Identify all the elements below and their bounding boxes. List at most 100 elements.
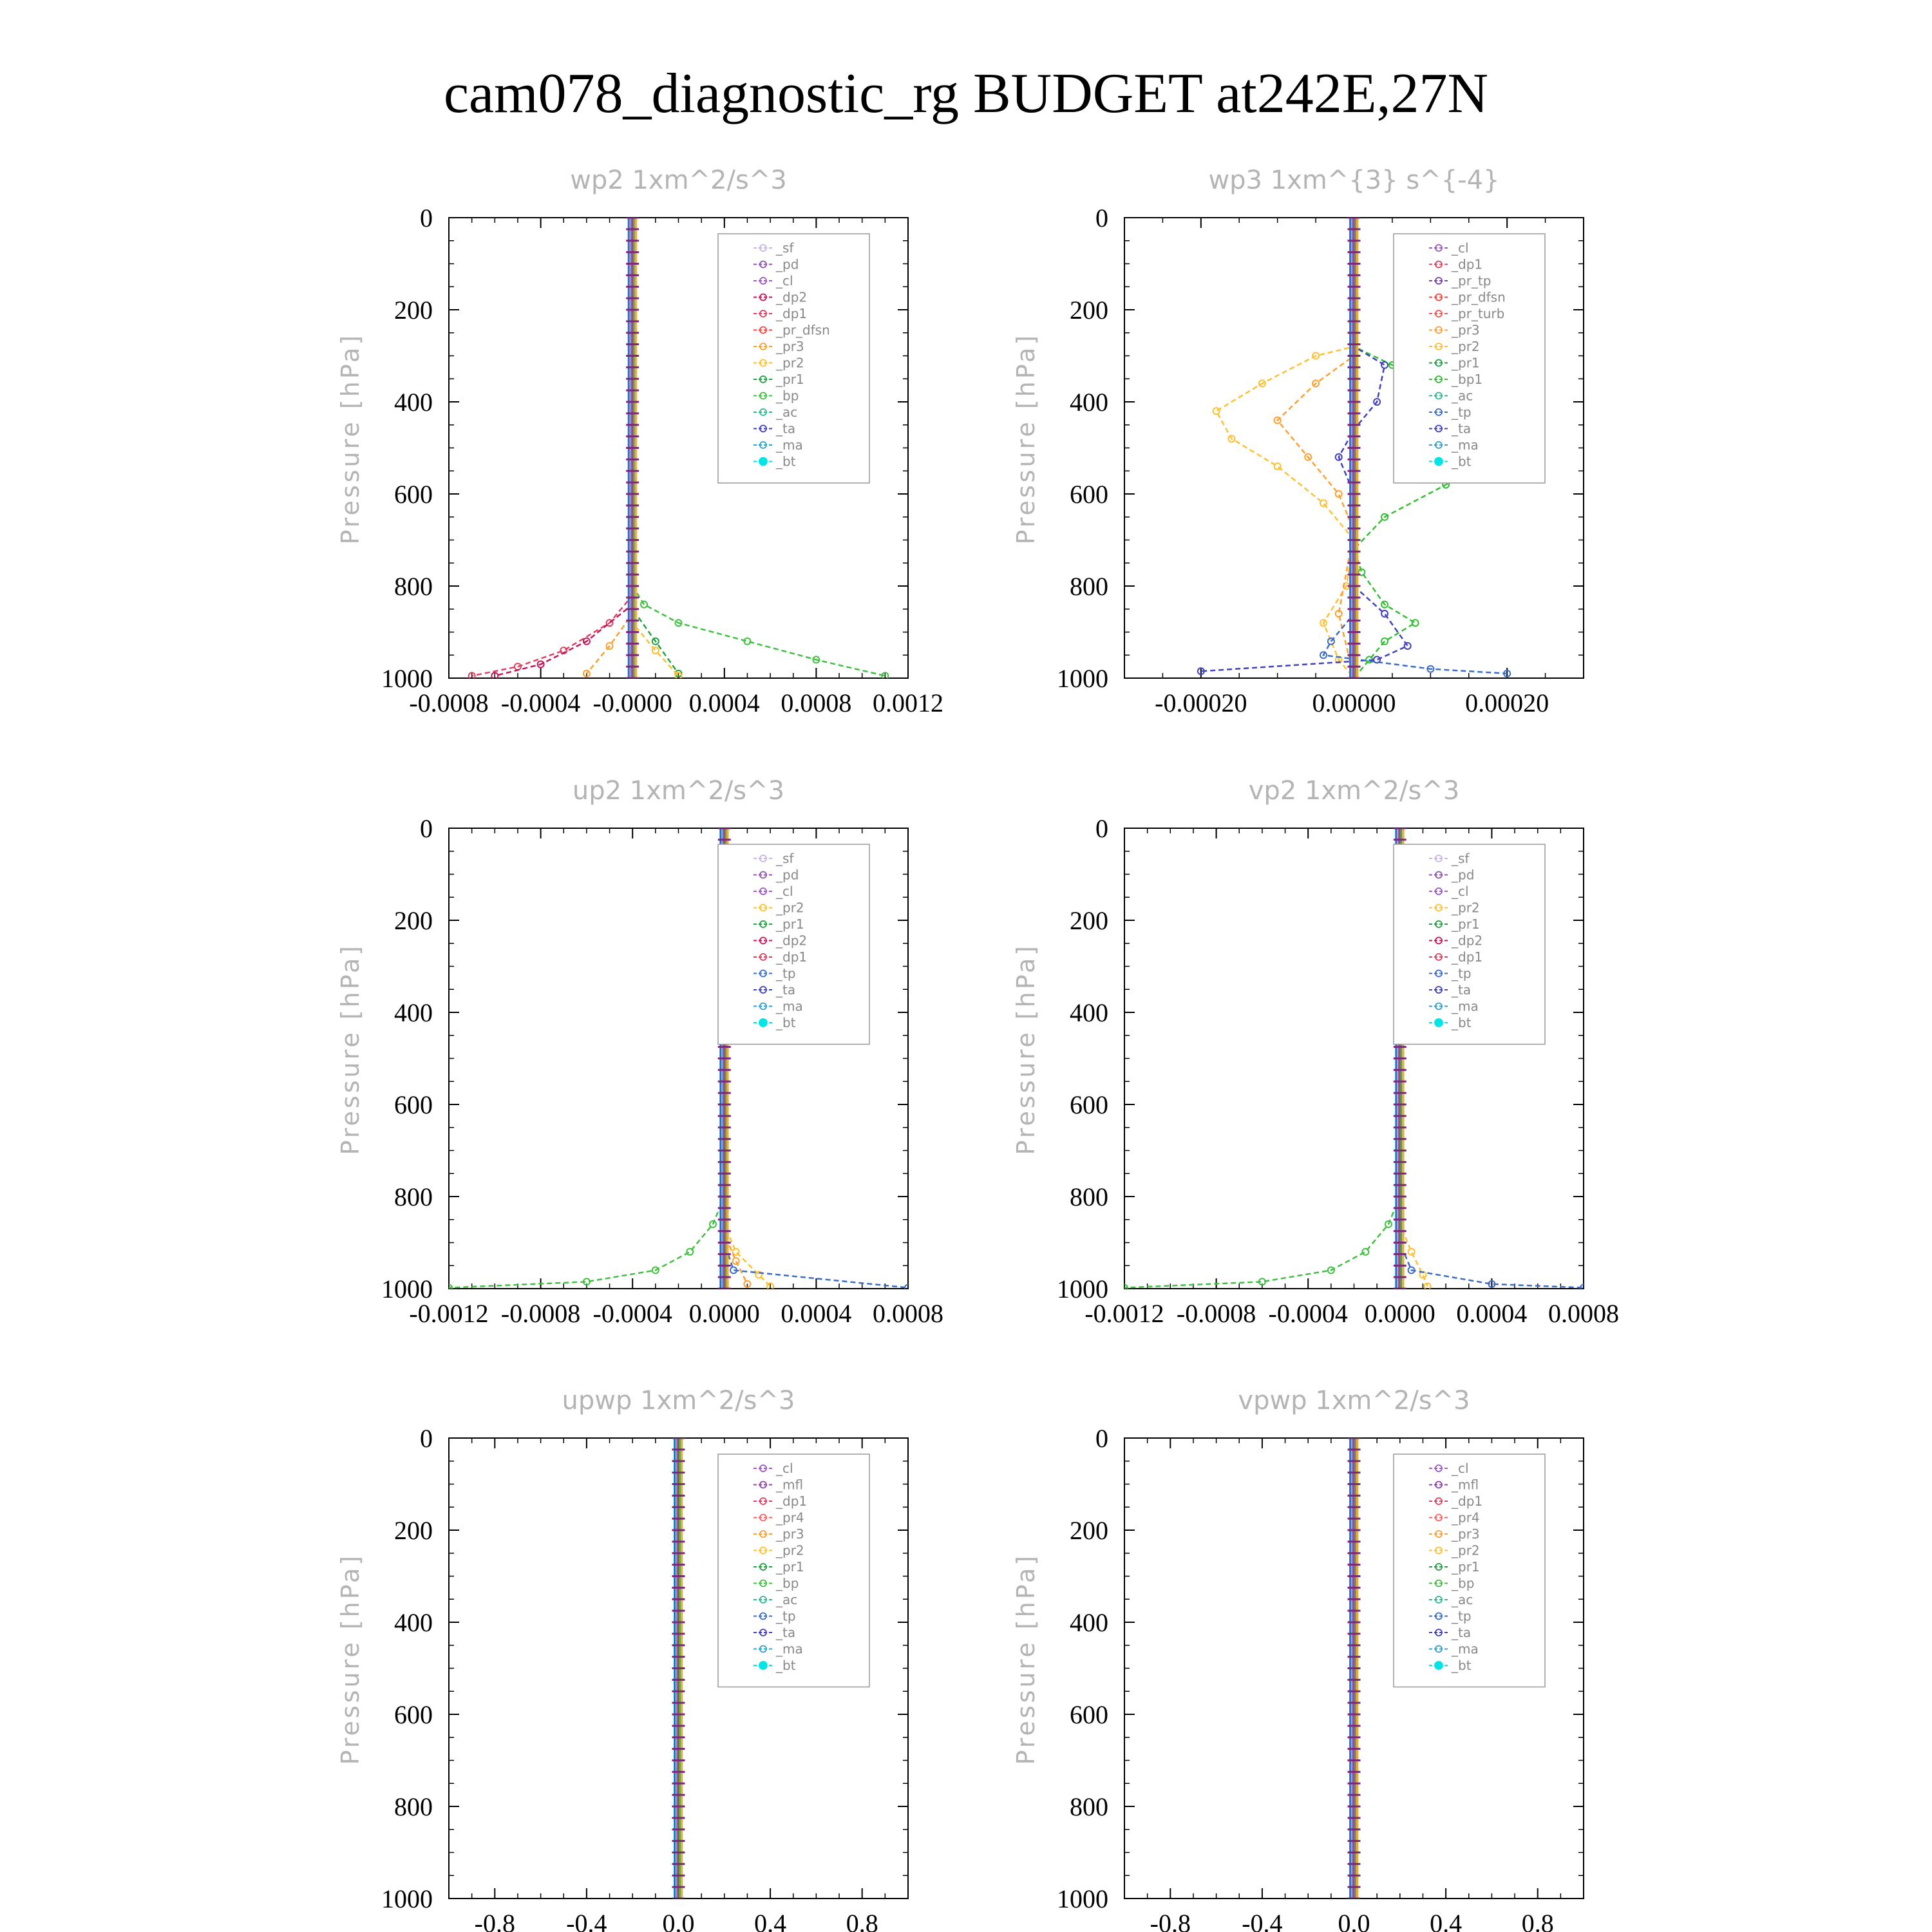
- legend-label: _pr4: [775, 1510, 804, 1526]
- legend-marker: [759, 1546, 767, 1555]
- x-tick-label: -0.8: [475, 1909, 515, 1932]
- y-tick-label: 1000: [1057, 1884, 1108, 1913]
- legend-label: _bt: [775, 1658, 796, 1673]
- legend-marker: [1435, 375, 1443, 383]
- legend-label: _ta: [1451, 1625, 1471, 1640]
- y-tick-label: 200: [1070, 1516, 1108, 1545]
- legend-box: [717, 233, 870, 484]
- data-point: [1212, 407, 1220, 415]
- data-point: [1580, 1283, 1584, 1289]
- legend-marker: [1435, 969, 1443, 978]
- data-point: [881, 672, 889, 678]
- y-tick-label: 800: [1070, 572, 1108, 601]
- data-point: [1381, 361, 1389, 369]
- data-point: [743, 637, 752, 645]
- data-point: [1304, 453, 1312, 461]
- data-point: [766, 1282, 775, 1289]
- data-point: [1273, 462, 1282, 471]
- legend-box: [1393, 1454, 1546, 1688]
- legend-marker: [1435, 1563, 1443, 1571]
- x-tick-label: 0.4: [1430, 1909, 1462, 1932]
- legend-label: _bt: [1451, 1015, 1472, 1030]
- x-tick-label: 0.0: [663, 1909, 695, 1932]
- data-point: [1423, 1282, 1432, 1289]
- figure-title: cam078_diagnostic_rg BUDGET at242E,27N: [443, 62, 1489, 125]
- y-tick-label: 400: [394, 388, 433, 417]
- legend-marker: [1435, 244, 1443, 252]
- chart-panel-5: upwp 1xm^2/s^3 Pressure [hPa] 0 200 400 600 80…: [336, 1386, 909, 1932]
- legend-marker: [759, 244, 767, 252]
- data-point: [582, 637, 591, 645]
- data-point: [812, 656, 820, 664]
- legend-label: _cl: [1451, 884, 1469, 899]
- x-tick-label: -0.0004: [501, 688, 580, 717]
- legend-label: _dp1: [1451, 257, 1482, 272]
- data-point: [904, 1283, 908, 1289]
- y-tick-label: 1000: [1057, 1274, 1108, 1303]
- data-point: [1381, 513, 1389, 521]
- x-tick-label: 0.0012: [873, 688, 943, 717]
- legend-marker: [759, 871, 767, 879]
- y-tick-label: 0: [420, 1424, 433, 1453]
- legend-marker: [759, 277, 767, 285]
- data-point: [1381, 600, 1389, 609]
- series-line-ta: [1200, 218, 1409, 672]
- legend-label: _pr2: [775, 900, 804, 916]
- legend-marker: [759, 953, 767, 961]
- y-tick-label: 0: [1095, 1424, 1108, 1453]
- y-tick-label: 800: [394, 572, 433, 601]
- y-axis-label: Pressure [hPa]: [1012, 1553, 1040, 1765]
- series-line-dp1: [471, 218, 634, 677]
- y-tick-label: 600: [394, 1700, 433, 1729]
- y-tick-label: 600: [1070, 480, 1108, 509]
- legend-label: _ma: [775, 999, 803, 1014]
- data-point: [582, 669, 591, 677]
- y-tick-label: 800: [394, 1792, 433, 1821]
- series-line-tp: [723, 828, 908, 1289]
- legend-label: _ac: [1451, 1592, 1473, 1607]
- y-tick-label: 600: [1070, 1090, 1108, 1119]
- legend-marker: [759, 310, 767, 317]
- legend-label: _dp1: [1451, 1493, 1482, 1509]
- y-tick-label: 200: [394, 906, 433, 935]
- legend-marker: [1435, 855, 1443, 862]
- x-tick-label: -0.0000: [593, 688, 672, 717]
- legend-label: _pr2: [1451, 900, 1480, 916]
- data-point: [1381, 609, 1389, 618]
- legend-marker: [759, 1563, 767, 1571]
- legend-marker: [759, 1002, 767, 1010]
- legend-marker: [759, 904, 767, 912]
- y-axis-label: Pressure [hPa]: [336, 333, 365, 545]
- legend-marker: [1435, 310, 1443, 317]
- legend-marker: [759, 424, 767, 433]
- legend-label: _ta: [1451, 982, 1471, 998]
- legend-label: _cl: [1451, 1461, 1469, 1476]
- y-tick-label: 400: [1070, 388, 1108, 417]
- legend-label: _pr_turb: [1451, 306, 1504, 321]
- x-tick-label: 0.00000: [1312, 688, 1396, 717]
- legend-marker: [759, 1629, 767, 1636]
- legend-label: _ta: [775, 1625, 795, 1640]
- x-tick-label: 0.8: [846, 1909, 878, 1932]
- legend-marker: [1435, 953, 1443, 961]
- data-point: [1361, 1247, 1370, 1256]
- legend-marker: [1435, 343, 1443, 350]
- series-line-dp1: [1124, 828, 1401, 1289]
- legend-label: _bp: [1451, 1576, 1474, 1591]
- data-point: [449, 1283, 453, 1289]
- legend-marker: [1435, 1596, 1443, 1604]
- x-tick-label: -0.00020: [1155, 688, 1247, 717]
- x-tick-label: 0.8: [1522, 1909, 1554, 1932]
- y-tick-label: 200: [1070, 296, 1108, 325]
- data-point: [582, 1278, 591, 1286]
- legend-label: _pr2: [1451, 1543, 1480, 1558]
- data-point: [468, 672, 476, 678]
- legend-label: _bp: [775, 1576, 799, 1591]
- y-tick-label: 600: [1070, 1700, 1108, 1729]
- legend-marker: [1435, 392, 1443, 400]
- legend-label: _ta: [775, 982, 795, 998]
- data-point: [1403, 641, 1412, 650]
- legend-marker: [759, 1645, 767, 1653]
- legend-marker: [759, 1497, 767, 1505]
- series-line-pr2: [1215, 218, 1355, 678]
